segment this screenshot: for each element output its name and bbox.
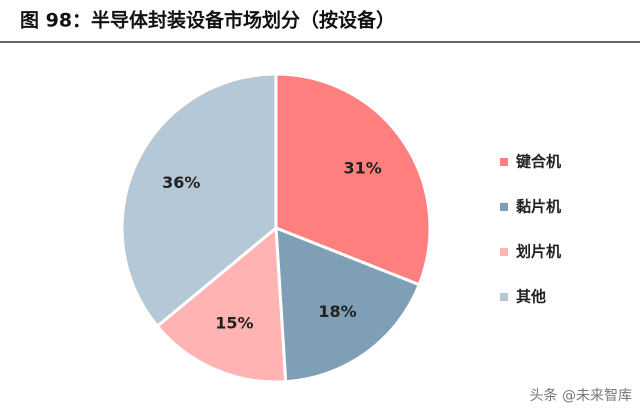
pie-slice: [120, 72, 278, 329]
legend-label: 黏片机: [516, 198, 561, 216]
legend-marker: [500, 203, 508, 211]
data-label: 18%: [318, 302, 356, 321]
legend-marker: [500, 158, 508, 166]
legend-marker: [500, 248, 508, 256]
legend-marker: [500, 293, 508, 301]
data-label: 31%: [343, 159, 381, 178]
pie-slice: [155, 224, 288, 384]
legend-label: 划片机: [516, 243, 561, 261]
data-label: 15%: [215, 314, 253, 333]
chart-title: 图 98：半导体封装设备市场划分（按设备）: [20, 9, 395, 32]
data-label: 36%: [162, 173, 200, 192]
pie-slice: [274, 225, 422, 384]
watermark: 头条 @未来智库: [530, 387, 632, 404]
legend-label: 键合机: [515, 153, 561, 171]
pie-slice: [274, 72, 432, 287]
legend-label: 其他: [516, 288, 546, 306]
